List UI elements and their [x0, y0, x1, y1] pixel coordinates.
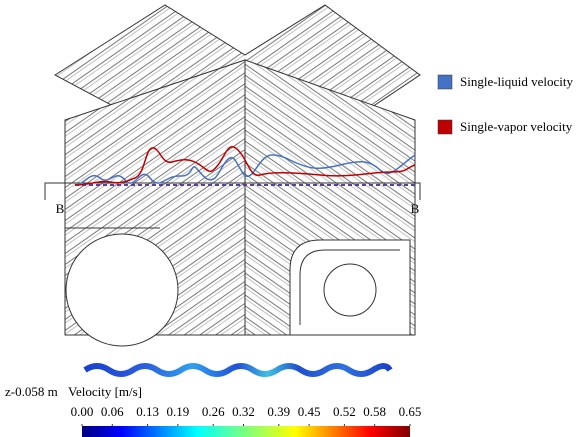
- section-line: [44, 182, 421, 200]
- vapor-curve: [74, 145, 416, 186]
- colorbar-tick-label: 0.65: [399, 404, 422, 419]
- colorbar-tick-label: 0.52: [333, 404, 356, 419]
- right-circle: [323, 263, 377, 317]
- left-circle: [65, 233, 179, 347]
- colorbar-ticks: 0.00 0.06 0.13 0.19 0.26 0.32 0.39 0.45 0.52 0.58…: [71, 404, 422, 426]
- geometry: [54, 4, 421, 347]
- colorbar-tick-label: 0.13: [136, 404, 159, 419]
- liquid-curve: [74, 154, 416, 186]
- section-label: B: [56, 201, 65, 216]
- colorbar-title: Velocity [m/s]: [68, 384, 142, 399]
- section-label: B: [411, 201, 420, 216]
- colorbar-tick-label: 0.39: [267, 404, 290, 419]
- colorbar-tick-label: 0.06: [101, 404, 124, 419]
- colorbar-tick-label: 0.32: [232, 404, 255, 419]
- legend-label: Single-vapor velocity: [460, 119, 573, 134]
- colorbar-tick-label: 0.19: [167, 404, 190, 419]
- legend-swatch: [437, 74, 453, 90]
- right-box-inner: [299, 249, 400, 325]
- legend: Single-liquid velocity Single-vapor veloc…: [437, 74, 574, 135]
- colorbar-tick-label: 0.58: [363, 404, 386, 419]
- left-frame: [64, 227, 290, 336]
- legend-swatch: [437, 119, 453, 135]
- position-label: z-0.058 m: [5, 384, 58, 399]
- colorbar-tick-label: 0.26: [202, 404, 225, 419]
- legend-label: Single-liquid velocity: [460, 74, 574, 89]
- velocity-strip: [83, 363, 393, 377]
- colorbar-tick-label: 0.45: [298, 404, 321, 419]
- colorbar-tick-label: 0.00: [71, 404, 94, 419]
- colorbar: [82, 426, 410, 437]
